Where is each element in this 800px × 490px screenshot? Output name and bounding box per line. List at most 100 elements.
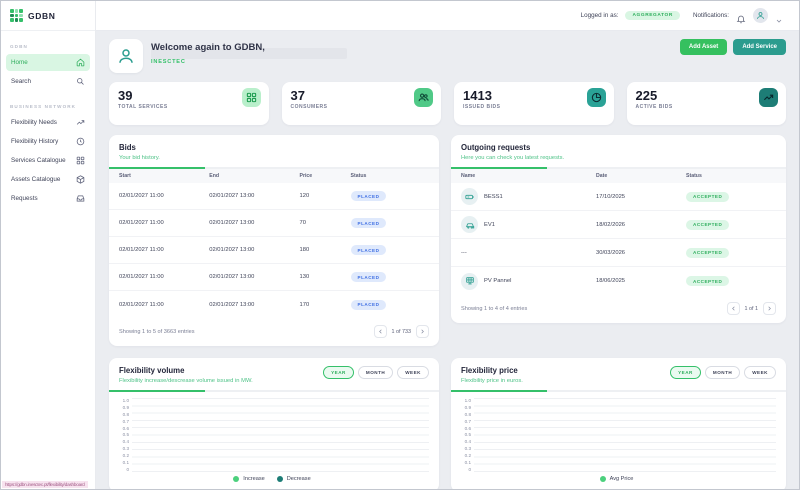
volume-chart-header: Flexibility volume Flexibility increase/… [109, 358, 439, 390]
asset-name: PV Pannel [484, 278, 512, 284]
sidebar-section-network: BUSINESS NETWORK [10, 104, 77, 109]
column-header-date: Date [596, 173, 608, 179]
toggle-month[interactable]: MONTH [357, 366, 394, 379]
column-header-status: Status [350, 173, 367, 179]
column-header-end: End [209, 173, 220, 179]
table-row: BESS1 17/10/2025 ACCEPTED [451, 183, 786, 211]
skeleton-bar [151, 48, 347, 59]
price-chart-header: Flexibility price Flexibility price in e… [451, 358, 786, 390]
requests-title: Outgoing requests [461, 143, 531, 152]
column-header-status: Status [686, 173, 702, 179]
plot-area [474, 398, 776, 472]
pie-chart-icon [586, 88, 606, 107]
toggle-week[interactable]: WEEK [397, 366, 429, 379]
avg-price-legend-dot [599, 476, 606, 482]
column-header-name: Name [461, 173, 476, 179]
request-date: 30/03/2026 [596, 249, 626, 256]
request-date: 17/10/2025 [596, 193, 626, 200]
toggle-month[interactable]: MONTH [704, 366, 741, 379]
requests-subtitle: Here you can check you latest requests. [461, 155, 565, 161]
bid-end: 02/01/2027 13:00 [209, 220, 255, 226]
stat-value: 225 [635, 88, 658, 103]
next-page-button[interactable] [416, 325, 429, 338]
status-badge: PLACED [350, 191, 387, 201]
notifications-label: Notifications: [692, 12, 729, 19]
main-area: Logged in as: AGGREGATOR Notifications: … [96, 1, 799, 489]
solar-panel-icon [461, 272, 478, 290]
increase-legend-dot [233, 476, 240, 482]
stat-value: 37 [290, 88, 305, 103]
bid-end: 02/01/2027 13:00 [209, 247, 255, 253]
table-row: 02/01/2027 11:00 02/01/2027 13:00 130 PL… [109, 264, 439, 291]
chart-subtitle: Flexibility increase/descrease volume is… [119, 378, 253, 384]
page-indicator: 1 of 733 [391, 328, 411, 335]
bids-title: Bids [119, 143, 136, 152]
period-toggles: YEAR MONTH WEEK [323, 366, 429, 379]
cube-icon [76, 175, 85, 184]
sidebar-item-label: Search [11, 78, 31, 85]
brand[interactable]: GDBN [1, 1, 95, 31]
request-date: 18/06/2025 [596, 278, 626, 284]
toggle-year[interactable]: YEAR [670, 366, 701, 379]
divider [109, 390, 439, 392]
sidebar-section-general: GDBN [10, 44, 28, 49]
user-avatar[interactable] [753, 8, 768, 23]
sidebar-item-flexibility-history[interactable]: Flexibility History [6, 133, 90, 150]
grid-icon [241, 88, 261, 107]
pagination: 1 of 733 [373, 325, 429, 338]
welcome-title: Welcome again to GDBN, [151, 42, 265, 53]
requests-header: Outgoing requests Here you can check you… [451, 135, 786, 167]
add-service-button[interactable]: Add Service [733, 39, 786, 55]
plot-area [132, 398, 429, 472]
chart-title: Flexibility price [461, 366, 518, 375]
sidebar-item-requests[interactable]: Requests [6, 190, 90, 207]
stat-value: 39 [118, 88, 133, 103]
sidebar-item-home[interactable]: Home [6, 54, 90, 71]
sidebar-item-flexibility-needs[interactable]: Flexibility Needs [6, 114, 90, 131]
prev-page-button[interactable] [726, 302, 740, 315]
clock-icon [76, 137, 85, 146]
page-indicator: 1 of 1 [744, 305, 759, 312]
decrease-legend-dot [276, 476, 283, 482]
sidebar-item-assets-catalogue[interactable]: Assets Catalogue [6, 171, 90, 188]
bids-card: Bids Your bid history. Start End Price S… [109, 135, 439, 346]
bid-start: 02/01/2027 11:00 [119, 220, 164, 226]
prev-page-button[interactable] [373, 325, 387, 338]
asset-name: EV1 [484, 221, 495, 228]
logged-in-label: Logged in as: [580, 12, 619, 19]
status-badge: PLACED [350, 272, 387, 282]
next-page-button[interactable] [763, 302, 776, 315]
asset-name: BESS1 [484, 193, 503, 200]
sidebar-item-search[interactable]: Search [6, 73, 90, 90]
status-badge: ACCEPTED [686, 219, 730, 230]
bid-end: 02/01/2027 13:00 [209, 193, 255, 199]
stat-label: TOTAL SERVICES [118, 104, 168, 111]
divider [451, 390, 786, 392]
period-toggles: YEAR MONTH WEEK [670, 366, 776, 379]
toggle-year[interactable]: YEAR [323, 366, 354, 379]
add-asset-button[interactable]: Add Asset [679, 39, 728, 55]
request-date: 18/02/2026 [596, 221, 626, 228]
toggle-week[interactable]: WEEK [744, 366, 776, 379]
bids-table-header: Start End Price Status [109, 169, 439, 183]
browser-status-bar: https://gdbn.inesctec.pt/flexibility/das… [2, 481, 88, 488]
gdbn-logo-icon [10, 9, 23, 22]
people-icon [414, 88, 433, 107]
status-badge: ACCEPTED [686, 247, 730, 258]
volume-chart: 1.0 0.9 0.8 0.7 0.6 0.5 0.4 0.3 0.2 0.1 0 Increase… [109, 392, 439, 489]
chart-subtitle: Flexibility price in euros. [461, 378, 523, 384]
welcome-avatar [109, 39, 143, 73]
chevron-down-icon[interactable] [775, 12, 783, 23]
status-badge: ACCEPTED [686, 191, 730, 202]
bid-price: 120 [299, 193, 310, 199]
sidebar-item-services-catalogue[interactable]: Services Catalogue [6, 152, 90, 169]
divider [109, 167, 439, 169]
tables-row: Bids Your bid history. Start End Price S… [109, 135, 786, 346]
sidebar-item-label: Requests [11, 195, 38, 202]
stat-card-issued-bids: 1413 ISSUED BIDS [454, 82, 614, 125]
y-axis-ticks: 1.0 0.9 0.8 0.7 0.6 0.5 0.4 0.3 0.2 0.1 0 [122, 398, 129, 472]
bid-end: 02/01/2027 13:00 [209, 274, 255, 280]
bell-icon[interactable] [736, 11, 746, 23]
inbox-icon [76, 194, 85, 203]
search-icon [76, 77, 85, 86]
